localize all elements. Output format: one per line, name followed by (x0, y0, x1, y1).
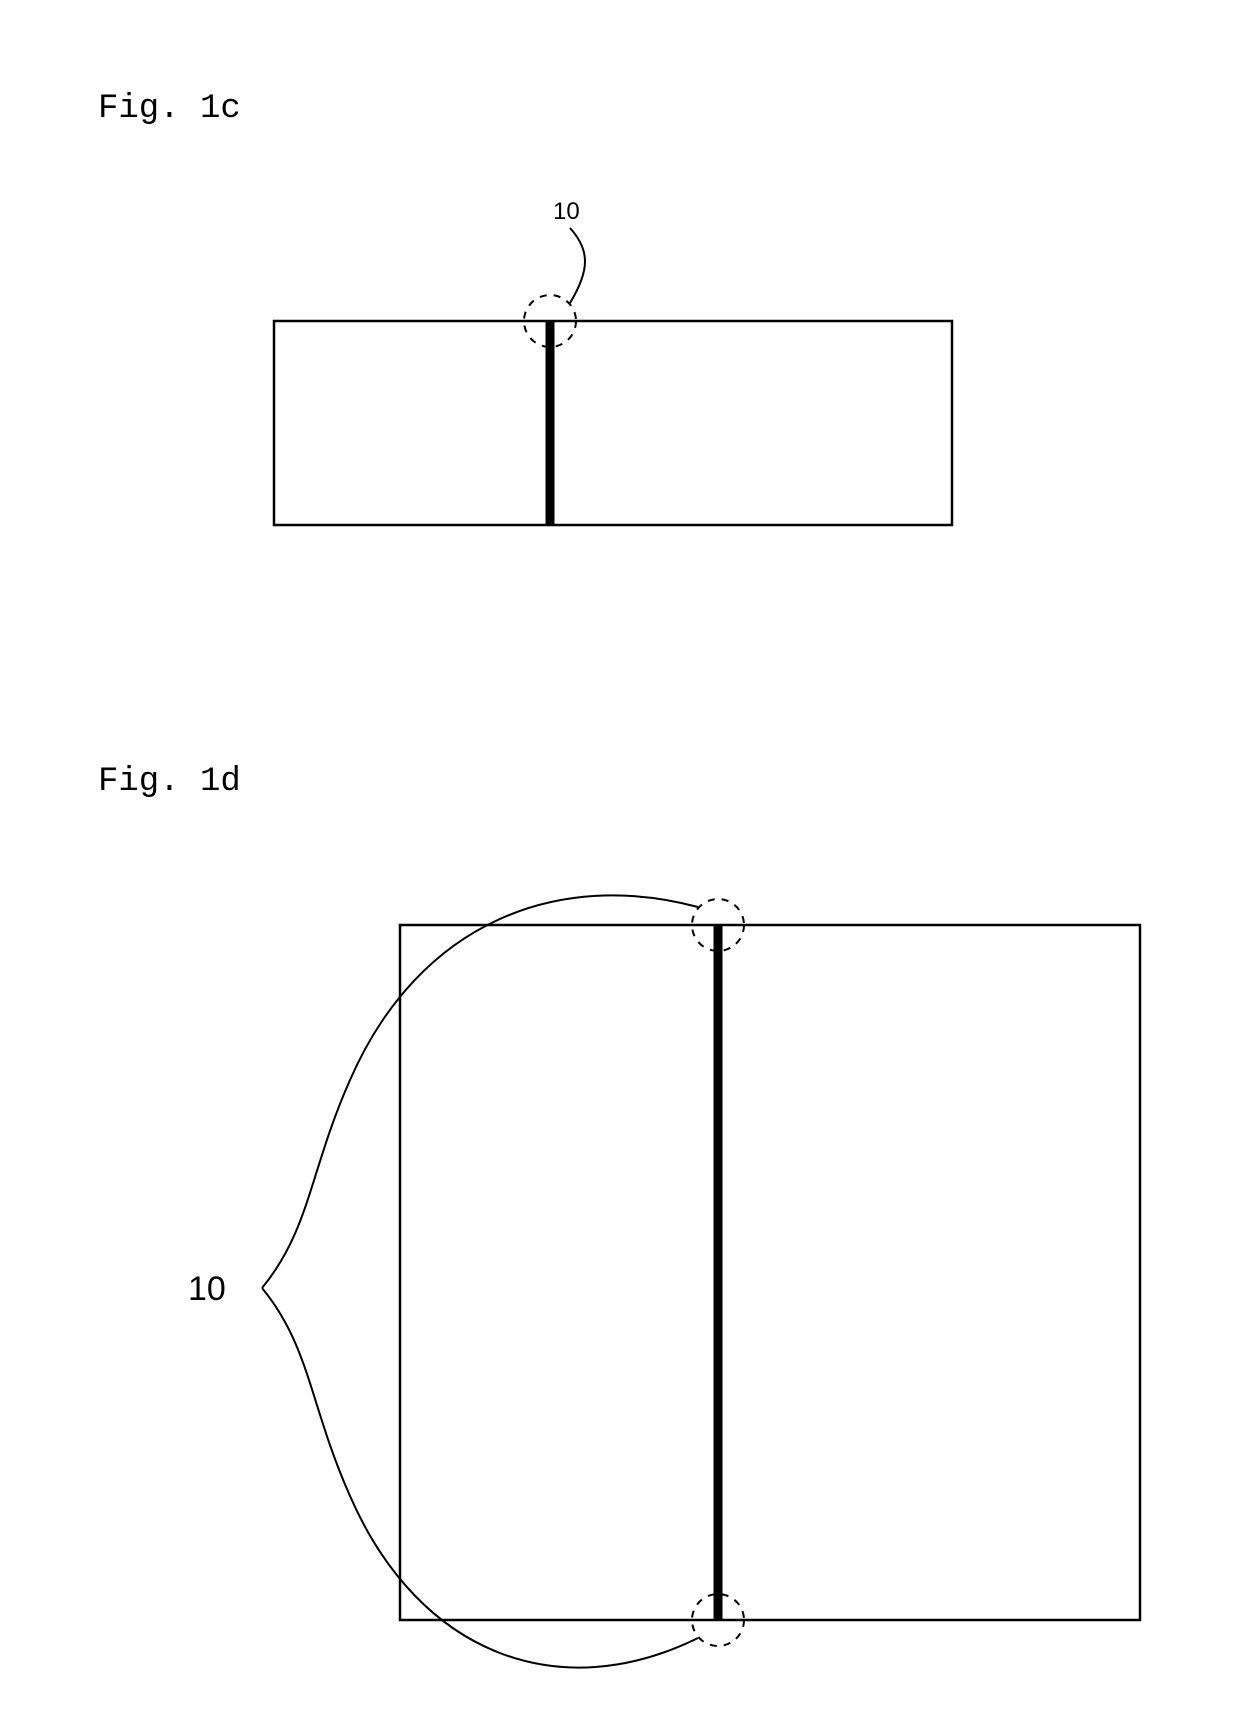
fig1d-brace-top (262, 895, 698, 1288)
fig1d-rect (400, 925, 1140, 1620)
page: { "canvas": { "width": 1240, "height": 1… (0, 0, 1240, 1728)
fig1c-rect (274, 321, 952, 525)
diagram-canvas (0, 0, 1240, 1728)
fig1d-brace-bottom (262, 1288, 698, 1668)
fig1c-callout-leader (570, 228, 585, 303)
